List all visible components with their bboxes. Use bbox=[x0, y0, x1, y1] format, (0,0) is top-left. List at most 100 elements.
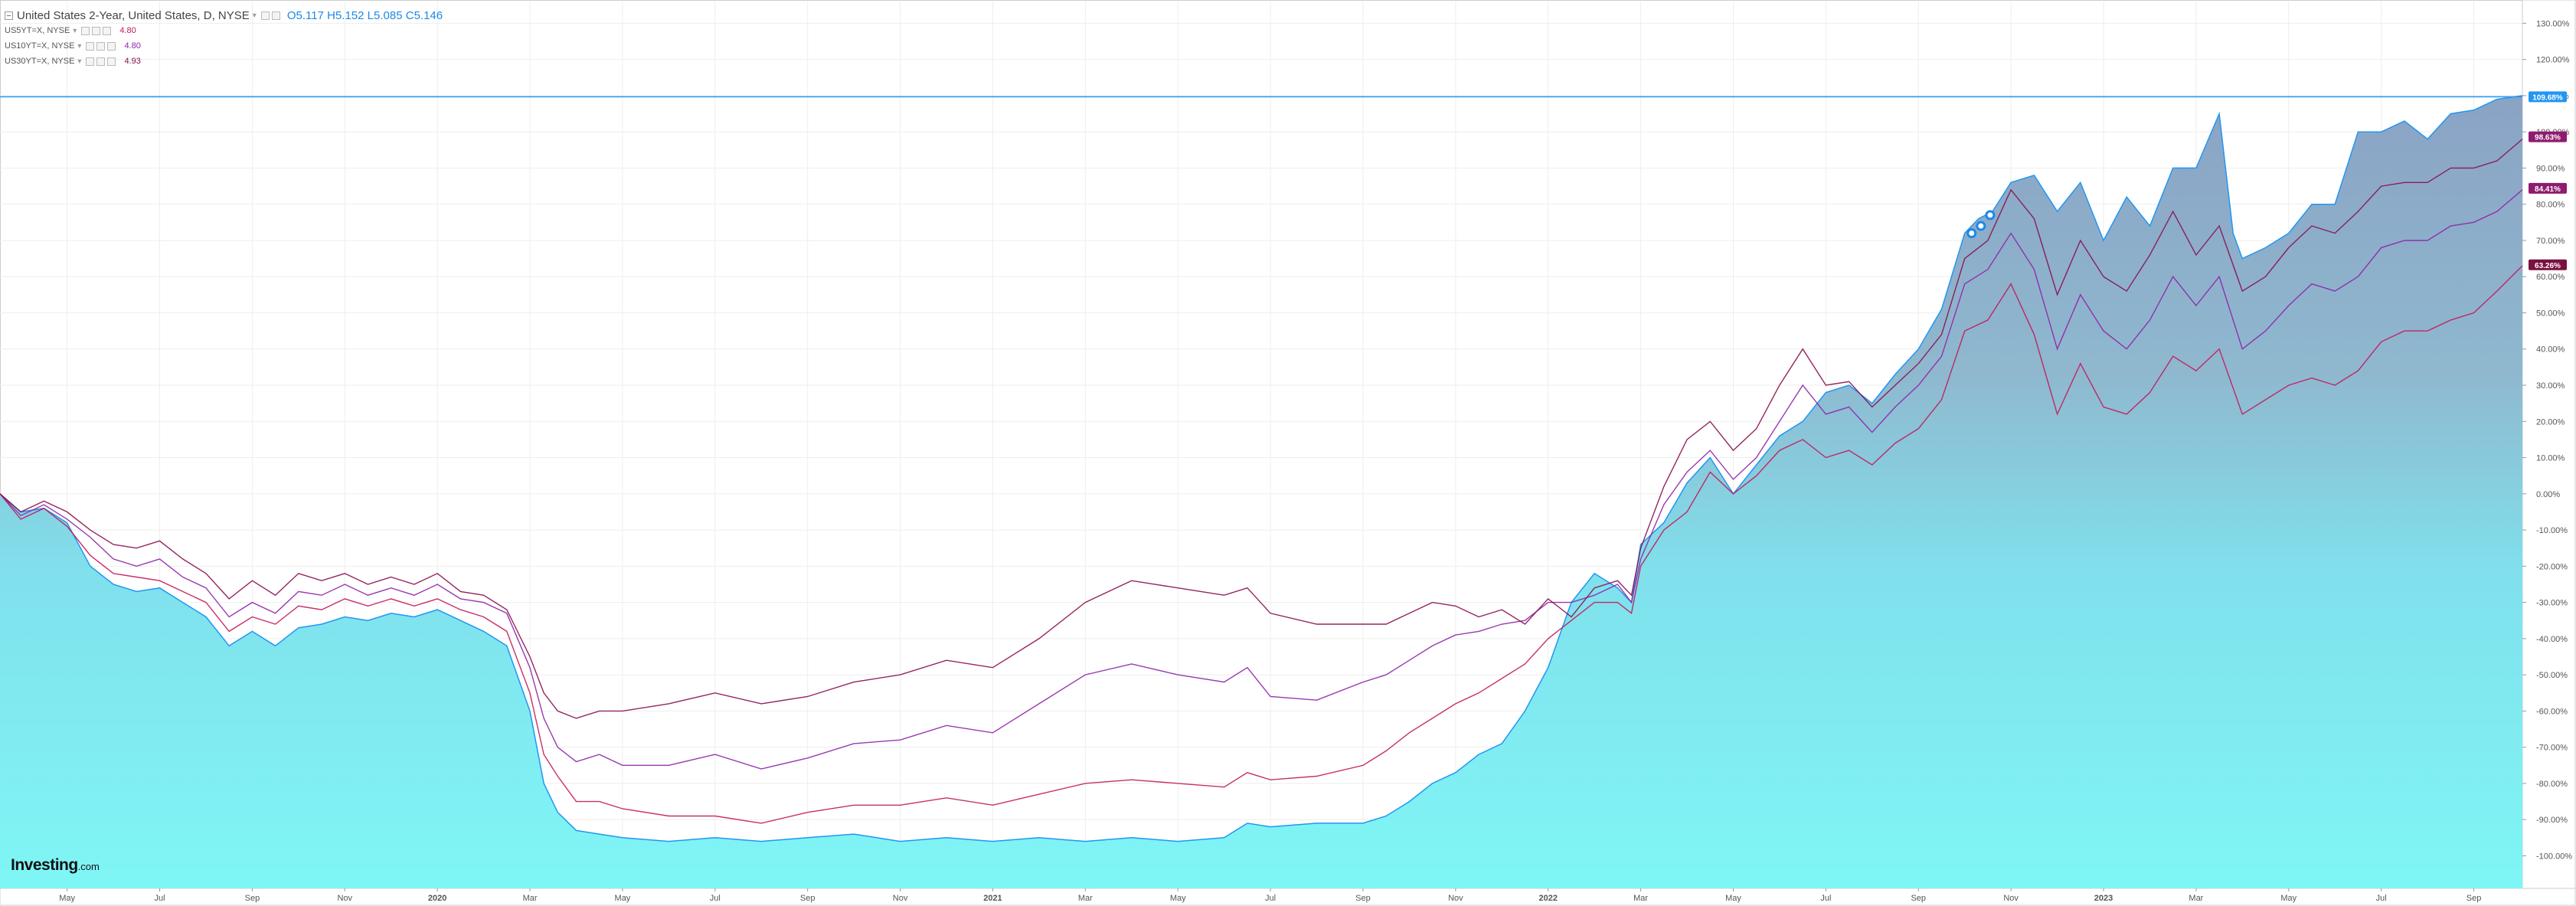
y-tick-label: 50.00% bbox=[2536, 309, 2565, 318]
y-tick-label: 40.00% bbox=[2536, 345, 2565, 355]
series-label-us10y: US10YT=X, NYSE bbox=[5, 41, 75, 51]
low-value: 5.085 bbox=[374, 8, 403, 22]
y-tick-label: -100.00% bbox=[2536, 852, 2572, 861]
x-tick-label: Jul bbox=[154, 894, 165, 903]
settings-icon[interactable] bbox=[96, 57, 106, 66]
last-value-label: 98.63% bbox=[2529, 131, 2567, 142]
x-tick-label: Jul bbox=[2376, 894, 2387, 903]
open-prefix: O bbox=[286, 8, 296, 22]
low-prefix: L bbox=[367, 8, 374, 22]
open-value: 5.117 bbox=[296, 8, 324, 22]
remove-icon[interactable] bbox=[107, 41, 116, 51]
close-value: 5.146 bbox=[414, 8, 443, 22]
y-tick-label: -90.00% bbox=[2536, 816, 2568, 825]
collapse-icon[interactable] bbox=[5, 11, 13, 20]
series-line-us5yt-x bbox=[0, 265, 2523, 824]
y-tick-label: -30.00% bbox=[2536, 599, 2568, 608]
y-tick-label: -50.00% bbox=[2536, 671, 2568, 680]
main-series-label: United States 2-Year, United States, D, … bbox=[17, 8, 250, 22]
logo-brand: Investing bbox=[11, 856, 78, 874]
x-tick-label: May bbox=[1725, 894, 1741, 903]
y-tick-label: 120.00% bbox=[2536, 56, 2570, 65]
x-tick-label: Sep bbox=[800, 894, 816, 903]
last-value-label-bg bbox=[2529, 259, 2567, 270]
settings-icon[interactable] bbox=[92, 26, 101, 35]
eye-icon[interactable] bbox=[86, 41, 95, 51]
x-tick-label: Mar bbox=[523, 894, 538, 903]
last-value-label-text: 63.26% bbox=[2535, 262, 2561, 270]
legend-series-row-us30y: US30YT=X, NYSE ▾ 4.93 bbox=[5, 54, 443, 69]
x-tick-label: Jul bbox=[1820, 894, 1831, 903]
x-tick-label: Nov bbox=[337, 894, 352, 903]
investing-logo: Investing.com bbox=[11, 856, 100, 875]
settings-icon[interactable] bbox=[96, 41, 106, 51]
x-tick-label: Jul bbox=[1265, 894, 1276, 903]
y-tick-label: -60.00% bbox=[2536, 707, 2568, 716]
close-prefix: C bbox=[405, 8, 414, 22]
remove-icon[interactable] bbox=[103, 26, 112, 35]
last-value-label-text: 84.41% bbox=[2535, 185, 2561, 194]
logo-suffix: .com bbox=[77, 861, 100, 872]
x-tick-label: Nov bbox=[893, 894, 908, 903]
x-tick-label: May bbox=[59, 894, 75, 903]
x-tick-label: Sep bbox=[245, 894, 260, 903]
series-label-us30y: US30YT=X, NYSE bbox=[5, 57, 75, 66]
remove-icon[interactable] bbox=[107, 57, 116, 66]
series-line-us10yt-x bbox=[0, 189, 2523, 770]
last-value-label: 63.26% bbox=[2529, 259, 2567, 270]
y-tick-label: 60.00% bbox=[2536, 273, 2565, 282]
eye-icon[interactable] bbox=[260, 11, 270, 20]
y-tick-label: 0.00% bbox=[2536, 490, 2560, 499]
y-tick-label: 10.00% bbox=[2536, 454, 2565, 463]
event-marker-icon bbox=[1966, 227, 1977, 238]
y-tick-label: 70.00% bbox=[2536, 237, 2565, 246]
legend-series-row-us10y: US10YT=X, NYSE ▾ 4.80 bbox=[5, 38, 443, 54]
series-value-us10y: 4.80 bbox=[124, 41, 141, 51]
high-prefix: H bbox=[327, 8, 335, 22]
x-tick-label: Mar bbox=[1633, 894, 1648, 903]
y-tick-label: -70.00% bbox=[2536, 744, 2568, 753]
last-value-label-text: 109.68% bbox=[2532, 93, 2563, 102]
last-value-label: 84.41% bbox=[2529, 182, 2567, 194]
last-value-label-text: 98.63% bbox=[2535, 134, 2561, 142]
series-area-united-states-2-year bbox=[0, 95, 2522, 888]
series-value-us5y: 4.80 bbox=[119, 26, 136, 35]
high-value: 5.152 bbox=[335, 8, 364, 22]
settings-icon[interactable] bbox=[271, 11, 280, 20]
x-tick-label: Mar bbox=[1078, 894, 1093, 903]
legend: United States 2-Year, United States, D, … bbox=[5, 8, 443, 69]
series-label-us5y: US5YT=X, NYSE bbox=[5, 26, 70, 35]
eye-icon[interactable] bbox=[81, 26, 90, 35]
series-line-us30yt-x bbox=[0, 139, 2523, 719]
series-line-united-states-2-year bbox=[0, 95, 2523, 842]
x-tick-label: 2023 bbox=[2094, 894, 2113, 903]
last-value-label-bg bbox=[2529, 182, 2567, 194]
x-tick-label: Nov bbox=[2003, 894, 2019, 903]
y-tick-label: 30.00% bbox=[2536, 381, 2565, 391]
legend-series-row-us5y: US5YT=X, NYSE ▾ 4.80 bbox=[5, 23, 443, 38]
y-tick-label: 20.00% bbox=[2536, 417, 2565, 427]
x-tick-label: Mar bbox=[2189, 894, 2203, 903]
x-tick-label: 2022 bbox=[1538, 894, 1557, 903]
y-tick-label: -80.00% bbox=[2536, 780, 2568, 789]
last-value-label-bg bbox=[2529, 131, 2567, 142]
chevron-down-icon[interactable]: ▾ bbox=[77, 41, 82, 51]
x-tick-label: Sep bbox=[1911, 894, 1926, 903]
x-tick-label: 2020 bbox=[428, 894, 446, 903]
chevron-down-icon[interactable]: ▾ bbox=[73, 26, 77, 35]
last-value-label-bg bbox=[2529, 91, 2567, 103]
x-tick-label: May bbox=[615, 894, 631, 903]
legend-main-row: United States 2-Year, United States, D, … bbox=[5, 8, 443, 23]
eye-icon[interactable] bbox=[86, 57, 95, 66]
chevron-down-icon[interactable]: ▾ bbox=[77, 57, 82, 66]
y-tick-label: -10.00% bbox=[2536, 526, 2568, 535]
x-tick-label: 2021 bbox=[983, 894, 1002, 903]
y-tick-label: -20.00% bbox=[2536, 562, 2568, 571]
y-tick-label: 130.00% bbox=[2536, 19, 2570, 28]
chevron-down-icon[interactable]: ▾ bbox=[252, 11, 257, 20]
x-tick-label: Sep bbox=[2466, 894, 2482, 903]
y-tick-label: -40.00% bbox=[2536, 635, 2568, 644]
x-tick-label: Jul bbox=[710, 894, 721, 903]
event-marker-icon bbox=[1985, 210, 1996, 221]
